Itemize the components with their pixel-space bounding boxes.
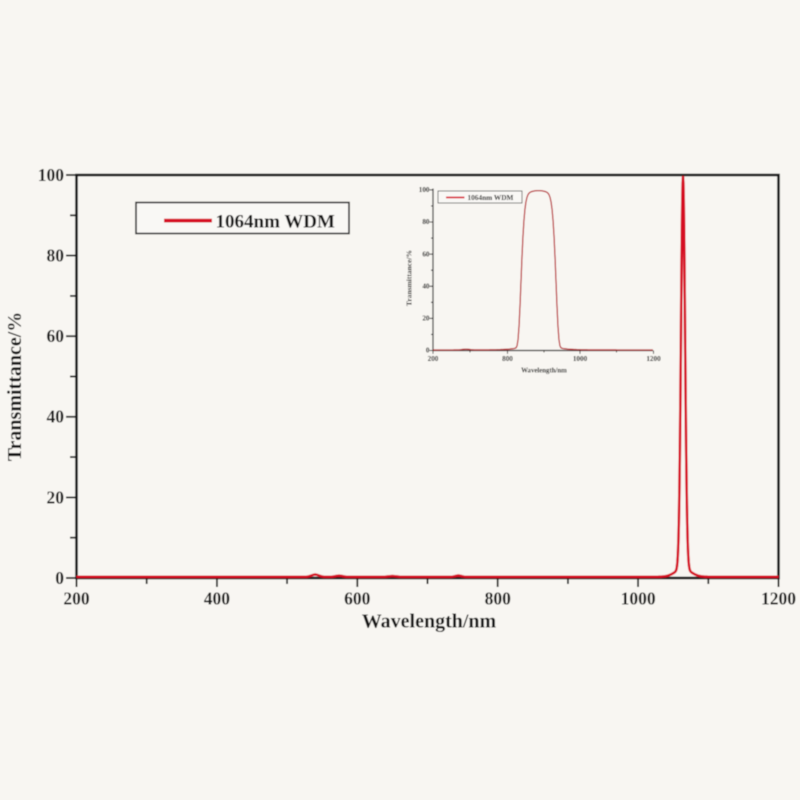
svg-text:Wavelength/nm: Wavelength/nm [362, 611, 497, 633]
svg-text:1064nm WDM: 1064nm WDM [216, 212, 336, 233]
svg-text:200: 200 [63, 589, 90, 609]
svg-text:80: 80 [47, 246, 65, 266]
svg-text:Wavelength/nm: Wavelength/nm [521, 368, 567, 375]
svg-text:Transmittance/%: Transmittance/% [405, 250, 414, 306]
svg-text:200: 200 [428, 355, 439, 363]
svg-text:1064nm WDM: 1064nm WDM [468, 193, 514, 202]
svg-text:100: 100 [419, 186, 430, 194]
svg-text:0: 0 [55, 568, 64, 588]
svg-text:80: 80 [422, 218, 430, 226]
svg-text:60: 60 [422, 250, 430, 258]
svg-text:20: 20 [47, 487, 65, 507]
svg-text:40: 40 [422, 282, 430, 290]
svg-text:40: 40 [47, 407, 65, 427]
svg-text:800: 800 [485, 589, 512, 609]
svg-text:800: 800 [502, 355, 513, 363]
svg-text:Transmittance/%: Transmittance/% [4, 312, 26, 462]
svg-text:20: 20 [422, 315, 430, 323]
svg-text:1000: 1000 [573, 355, 588, 363]
svg-text:1000: 1000 [621, 589, 656, 609]
svg-text:0: 0 [426, 347, 430, 355]
svg-text:100: 100 [38, 165, 65, 185]
svg-text:1200: 1200 [646, 355, 661, 363]
svg-text:600: 600 [344, 589, 371, 609]
svg-text:400: 400 [204, 589, 231, 609]
svg-text:60: 60 [47, 326, 65, 346]
svg-text:1200: 1200 [761, 589, 796, 609]
